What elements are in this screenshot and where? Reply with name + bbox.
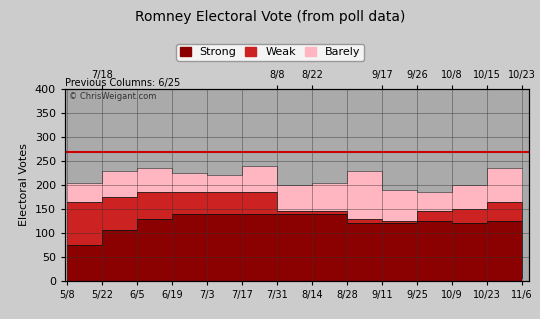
Text: © ChrisWeigant.com: © ChrisWeigant.com (70, 92, 157, 101)
Text: Previous Columns: 6/25: Previous Columns: 6/25 (65, 78, 180, 88)
Legend: Strong, Weak, Barely: Strong, Weak, Barely (176, 44, 364, 61)
Text: Romney Electoral Vote (from poll data): Romney Electoral Vote (from poll data) (135, 10, 405, 24)
Y-axis label: Electoral Votes: Electoral Votes (19, 144, 29, 226)
